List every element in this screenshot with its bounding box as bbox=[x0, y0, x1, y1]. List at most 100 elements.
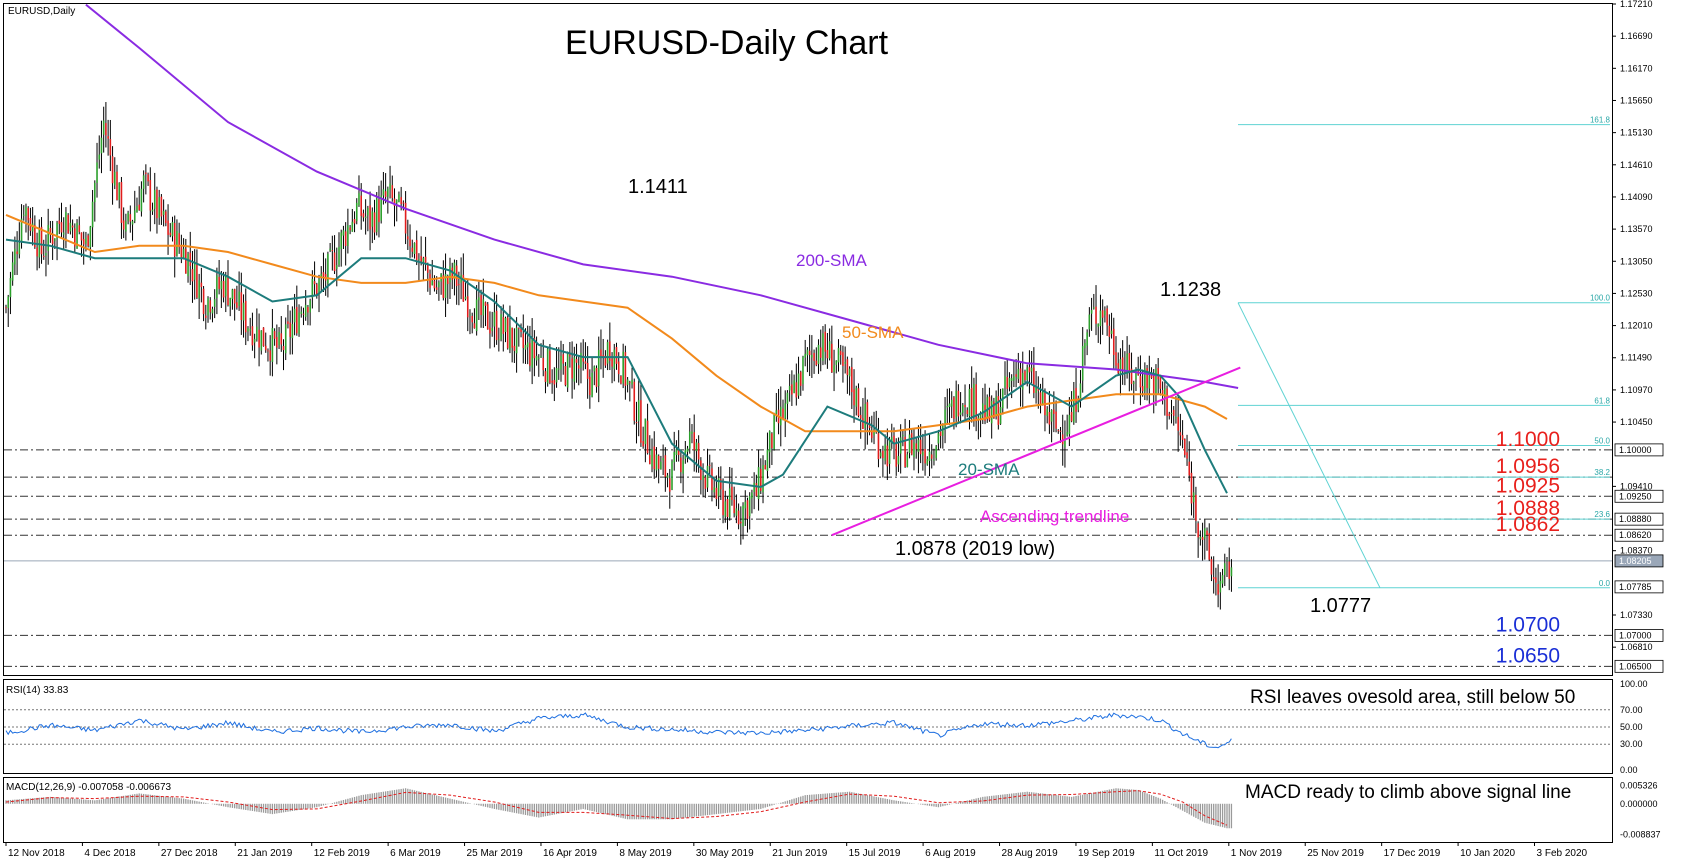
candle-body bbox=[831, 343, 833, 373]
date-label: 19 Sep 2019 bbox=[1078, 848, 1135, 859]
candle-body bbox=[933, 459, 935, 461]
candle-body bbox=[566, 353, 569, 388]
candle-body bbox=[364, 216, 367, 219]
candle-body bbox=[1039, 392, 1042, 406]
candle-body bbox=[60, 222, 63, 233]
candle-body bbox=[384, 191, 387, 197]
candle-body bbox=[56, 222, 58, 239]
candle-body bbox=[728, 488, 731, 518]
candle-body bbox=[913, 442, 915, 457]
candle-body bbox=[351, 221, 354, 232]
candle-body bbox=[904, 436, 906, 467]
candle-body bbox=[387, 188, 389, 197]
candle-body bbox=[871, 430, 873, 439]
candle-body bbox=[1115, 352, 1117, 366]
date-label: 10 Jan 2020 bbox=[1460, 848, 1515, 859]
candle-body bbox=[846, 359, 849, 376]
candle-body bbox=[1132, 382, 1135, 384]
rsi-panel-frame bbox=[3, 679, 1613, 774]
candle-body bbox=[331, 250, 334, 252]
candle-body bbox=[469, 314, 471, 316]
candle-body bbox=[662, 458, 664, 461]
candle-body bbox=[398, 194, 400, 203]
candle-body bbox=[25, 206, 27, 216]
candle-body bbox=[808, 350, 811, 355]
candle-body bbox=[533, 338, 536, 359]
candle-body bbox=[500, 314, 502, 340]
candle-body bbox=[695, 442, 698, 452]
chart-title: EURUSD-Daily Chart bbox=[565, 24, 889, 62]
candle-body bbox=[1166, 388, 1168, 417]
rsi-tick-label: 100.00 bbox=[1620, 679, 1648, 689]
candle-body bbox=[797, 373, 800, 396]
candle-body bbox=[577, 365, 580, 369]
candle-body bbox=[353, 219, 356, 224]
candle-body bbox=[91, 201, 94, 228]
candle-body bbox=[942, 425, 944, 436]
candle-body bbox=[271, 328, 274, 362]
candle-body bbox=[884, 444, 886, 461]
candle-body bbox=[125, 221, 127, 232]
candle-body bbox=[1119, 359, 1122, 374]
candle-body bbox=[1044, 390, 1046, 416]
candle-body bbox=[575, 359, 578, 363]
candle-body bbox=[273, 331, 276, 339]
candle-body bbox=[864, 403, 866, 429]
candle-body bbox=[404, 202, 407, 234]
candle-body bbox=[253, 338, 256, 343]
candle-body bbox=[1181, 435, 1184, 440]
candle-body bbox=[839, 350, 842, 356]
rsi-tick-label: 0.00 bbox=[1620, 765, 1638, 775]
price-box bbox=[1614, 489, 1664, 503]
candle-body bbox=[617, 361, 620, 375]
candle-body bbox=[316, 284, 318, 296]
candle-body bbox=[902, 434, 904, 437]
candle-body bbox=[620, 376, 622, 384]
level-label: 1.0888 bbox=[1496, 497, 1560, 520]
candle-body bbox=[788, 386, 791, 391]
candle-body bbox=[498, 339, 500, 341]
candle-body bbox=[606, 342, 609, 364]
candle-body bbox=[482, 299, 485, 316]
candle-body bbox=[400, 197, 402, 205]
candle-body bbox=[300, 311, 303, 315]
candle-body bbox=[504, 318, 507, 333]
candle-body bbox=[158, 197, 160, 218]
candle-body bbox=[1015, 374, 1017, 377]
candle-body bbox=[1097, 323, 1100, 327]
candle-body bbox=[85, 237, 87, 244]
level-label: 1.0650 bbox=[1496, 644, 1560, 667]
candle-body bbox=[187, 253, 189, 277]
candle-body bbox=[1066, 432, 1068, 436]
candle-body bbox=[604, 355, 607, 366]
candle-body bbox=[142, 175, 145, 189]
candle-body bbox=[524, 344, 527, 350]
candle-body bbox=[802, 356, 804, 385]
candle-body bbox=[160, 196, 163, 217]
candle-body bbox=[1201, 536, 1204, 540]
candle-body bbox=[200, 282, 203, 288]
candle-body bbox=[640, 400, 642, 443]
price-box bbox=[1614, 659, 1664, 673]
candle-body bbox=[755, 483, 758, 497]
candle-body bbox=[9, 278, 12, 298]
candle-body bbox=[82, 238, 85, 245]
candle-body bbox=[520, 326, 522, 333]
candle-body bbox=[930, 454, 933, 459]
candle-body bbox=[562, 354, 565, 364]
candle-body bbox=[1086, 332, 1088, 346]
price-box-label: 1.08205 bbox=[1619, 556, 1652, 566]
candle-body bbox=[775, 410, 778, 414]
candle-body bbox=[287, 321, 289, 324]
candle-body bbox=[67, 214, 69, 234]
candle-body bbox=[826, 350, 829, 359]
candle-body bbox=[276, 337, 278, 348]
candle-body bbox=[1019, 368, 1022, 388]
date-label: 6 Aug 2019 bbox=[925, 848, 976, 859]
candle-body bbox=[1061, 434, 1064, 445]
candle-body bbox=[1055, 411, 1057, 429]
candle-body bbox=[613, 349, 616, 369]
candle-body bbox=[47, 225, 49, 251]
candle-body bbox=[355, 202, 358, 222]
candle-body bbox=[600, 349, 602, 358]
